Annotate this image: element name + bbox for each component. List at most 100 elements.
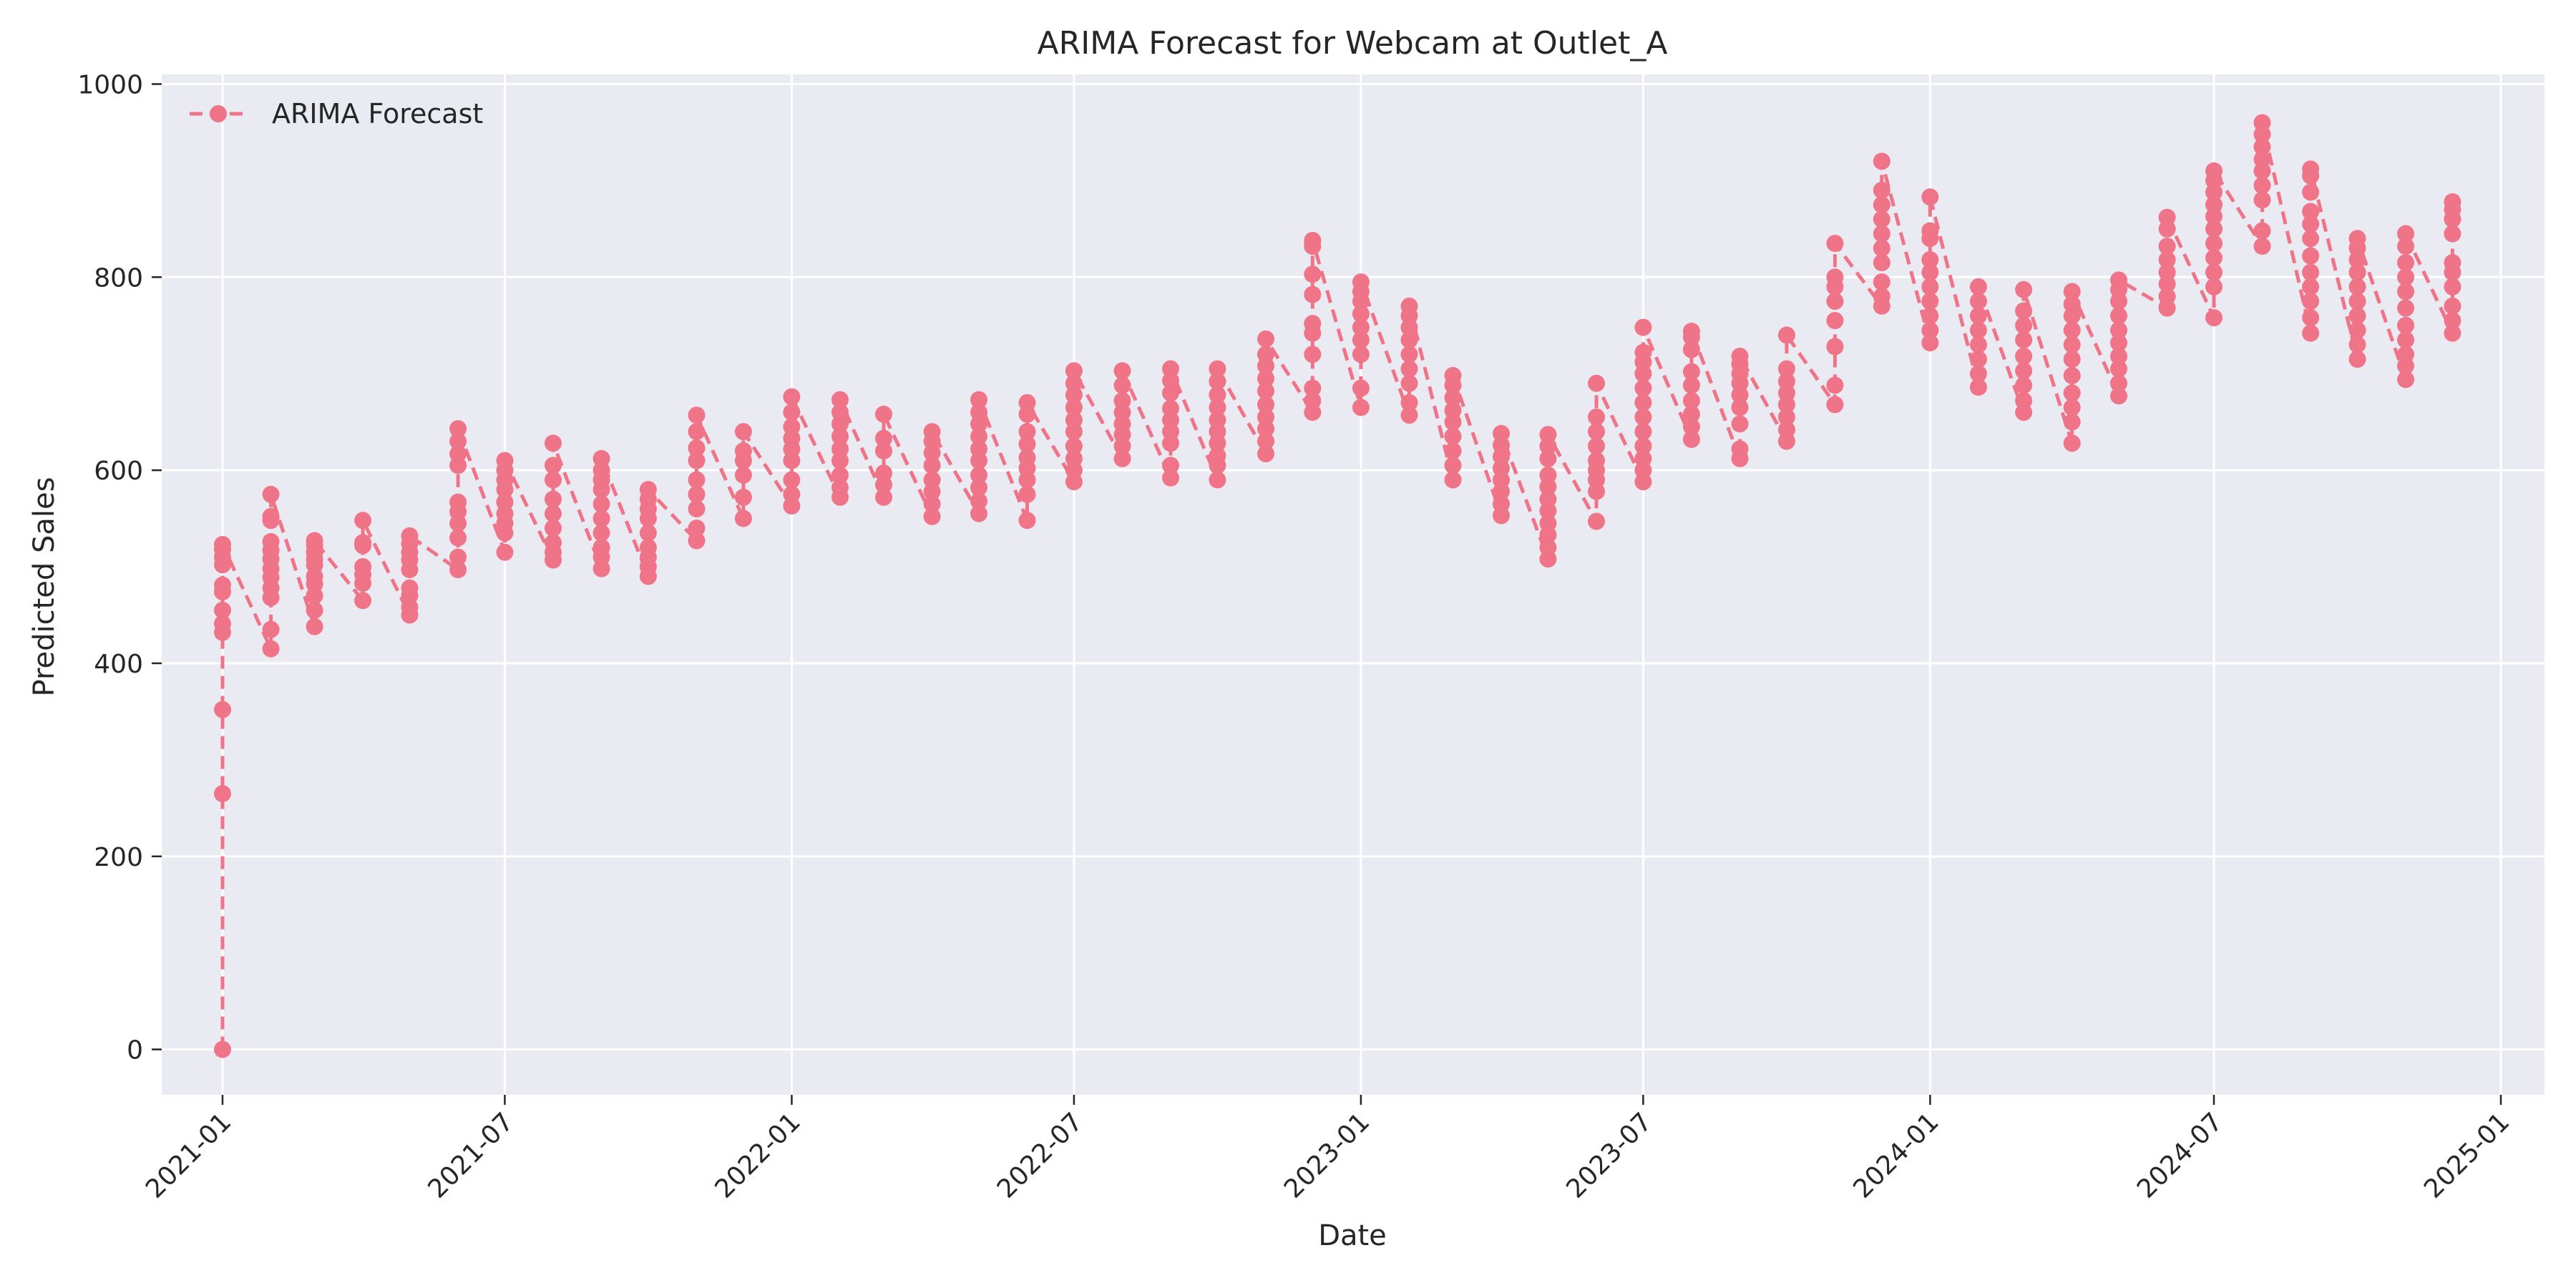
data-point xyxy=(1352,399,1370,416)
x-axis-label: Date xyxy=(1318,1219,1387,1252)
data-point xyxy=(262,507,280,525)
data-point xyxy=(1921,251,1939,268)
data-point xyxy=(2253,191,2271,209)
data-point xyxy=(1257,370,1274,387)
data-point xyxy=(734,442,752,460)
y-tick-label: 600 xyxy=(94,457,143,486)
data-point xyxy=(1444,427,1462,445)
data-point xyxy=(545,457,562,474)
data-point xyxy=(1209,471,1226,489)
data-point xyxy=(1352,273,1370,291)
y-tick-label: 1000 xyxy=(77,70,143,99)
legend: ARIMA Forecast xyxy=(190,98,483,130)
data-point xyxy=(1539,466,1557,484)
data-point xyxy=(2063,321,2081,339)
data-point xyxy=(2302,309,2320,326)
data-point xyxy=(2015,331,2033,348)
data-point xyxy=(2015,347,2033,365)
data-point xyxy=(734,423,752,441)
data-point xyxy=(734,466,752,484)
data-point xyxy=(449,445,467,463)
data-point xyxy=(1969,351,1987,368)
data-point xyxy=(1065,437,1083,455)
data-point xyxy=(1873,152,1890,170)
data-point xyxy=(214,701,231,718)
data-point xyxy=(688,406,706,424)
data-point xyxy=(831,391,849,409)
data-point xyxy=(2397,254,2414,272)
data-point xyxy=(1634,379,1652,397)
data-point xyxy=(1018,485,1036,503)
data-point xyxy=(2302,183,2320,201)
data-point xyxy=(2444,254,2462,272)
data-point xyxy=(1588,374,1605,392)
series-layer xyxy=(214,114,2462,1058)
data-point xyxy=(783,418,801,436)
data-point xyxy=(2302,203,2320,220)
data-point xyxy=(970,427,987,445)
data-point xyxy=(1162,399,1179,417)
data-point xyxy=(923,507,941,525)
data-point xyxy=(1400,374,1418,392)
data-point xyxy=(1682,363,1700,381)
data-point xyxy=(2110,271,2127,289)
data-point xyxy=(2397,238,2414,255)
data-point xyxy=(214,601,231,619)
data-point xyxy=(306,601,323,619)
data-point xyxy=(306,532,323,550)
data-point xyxy=(2397,299,2414,317)
data-point xyxy=(1352,331,1370,348)
data-point xyxy=(2397,371,2414,389)
data-point xyxy=(214,576,231,594)
data-point xyxy=(2063,351,2081,368)
data-point xyxy=(1113,449,1131,467)
data-point xyxy=(214,536,231,553)
data-point xyxy=(2444,278,2462,296)
data-point xyxy=(970,492,987,510)
data-point xyxy=(1539,426,1557,444)
data-point xyxy=(2253,150,2271,168)
data-point xyxy=(2348,278,2366,296)
data-point xyxy=(1162,384,1179,402)
data-point xyxy=(688,439,706,457)
data-point xyxy=(2253,138,2271,156)
data-point xyxy=(1969,293,1987,310)
data-point xyxy=(1873,273,1890,291)
data-point xyxy=(1113,376,1131,394)
data-point xyxy=(875,405,892,423)
data-point xyxy=(1873,225,1890,243)
data-point xyxy=(1493,495,1510,513)
data-point xyxy=(2015,302,2033,320)
data-point xyxy=(1921,307,1939,325)
data-point xyxy=(1588,408,1605,426)
data-point xyxy=(2110,374,2127,392)
data-point xyxy=(783,388,801,406)
data-point xyxy=(2397,331,2414,348)
data-point xyxy=(1400,406,1418,424)
data-point xyxy=(1826,338,1844,356)
data-point xyxy=(545,471,562,489)
data-point xyxy=(970,479,987,497)
data-point xyxy=(1352,346,1370,364)
data-point xyxy=(2110,347,2127,365)
data-point xyxy=(2063,366,2081,384)
y-tick-label: 200 xyxy=(94,843,143,872)
data-point xyxy=(2397,225,2414,243)
data-point xyxy=(496,543,514,561)
data-point xyxy=(970,466,987,484)
data-point xyxy=(401,527,419,545)
data-point xyxy=(1634,394,1652,411)
data-point xyxy=(1444,442,1462,460)
data-point xyxy=(923,495,941,513)
data-point xyxy=(831,479,849,497)
data-point xyxy=(1873,196,1890,214)
data-point xyxy=(1304,392,1322,409)
data-point xyxy=(1065,449,1083,467)
y-axis-label: Predicted Sales xyxy=(28,477,61,697)
data-point xyxy=(592,495,610,513)
data-point xyxy=(1921,293,1939,310)
data-point xyxy=(214,785,231,803)
data-point xyxy=(1304,286,1322,303)
data-point xyxy=(1400,297,1418,315)
data-point xyxy=(1352,305,1370,323)
